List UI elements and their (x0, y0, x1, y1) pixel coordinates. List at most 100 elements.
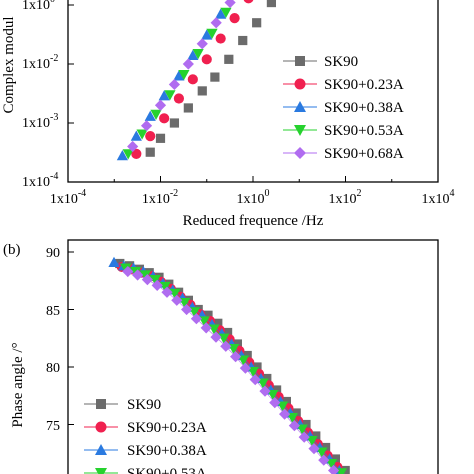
data-point (213, 318, 223, 328)
data-point (159, 113, 170, 124)
legend-marker-triangle-down (294, 125, 306, 136)
data-point (306, 436, 318, 447)
data-point (326, 459, 338, 470)
data-point (239, 362, 251, 374)
panel-b-y-tick-labels: 90 85 80 75 (46, 246, 60, 434)
data-point (252, 18, 262, 28)
panel-b-frame (67, 239, 439, 474)
data-point (220, 7, 232, 18)
data-point (158, 90, 170, 101)
data-point (136, 129, 148, 140)
legend-label: SK90+0.38A (127, 443, 207, 459)
data-point (316, 447, 328, 458)
data-point (288, 420, 300, 432)
data-point (144, 110, 156, 121)
y-tick-label: 80 (46, 361, 60, 376)
y-tick-label: 85 (46, 304, 60, 319)
data-point (139, 270, 151, 281)
data-point (173, 93, 185, 104)
data-point (277, 401, 289, 412)
data-point (187, 74, 198, 85)
data-point (215, 8, 227, 19)
data-point (178, 70, 190, 81)
data-point (161, 286, 173, 298)
data-point (269, 397, 281, 409)
data-point (247, 367, 259, 378)
data-point (259, 385, 271, 397)
x-tick-label: 1x10-2 (142, 188, 178, 207)
data-point (154, 99, 167, 111)
data-point (210, 72, 220, 82)
data-point (159, 281, 171, 293)
data-point (308, 443, 320, 455)
data-point (229, 12, 240, 24)
legend-label: SK90+0.23A (127, 420, 207, 436)
legend-label: SK90+0.53A (324, 123, 404, 139)
y-axis-label: Complex modul (1, 16, 17, 113)
panel-a-points (116, 0, 277, 161)
legend-label: SK90+0.23A (324, 77, 404, 93)
panel-a-x-tick-labels: 1x10-4 1x10-2 1x100 1x102 1x104 (50, 188, 455, 207)
data-point (122, 265, 134, 278)
panel-a-y-tick-labels: 1x10-4 1x10-3 1x10-2 1x100 (22, 0, 58, 190)
data-point (237, 355, 249, 366)
x-tick-label: 1x10-4 (50, 188, 86, 207)
data-point (182, 58, 194, 70)
data-point (215, 33, 226, 44)
legend-marker-square (96, 399, 106, 409)
data-point (196, 38, 208, 50)
data-point (145, 130, 156, 142)
data-point (257, 378, 269, 389)
legend-label: SK90+0.68A (324, 146, 404, 162)
data-point (220, 340, 232, 352)
data-point (169, 288, 181, 299)
y-tick-label: 1x10-3 (22, 112, 58, 131)
data-point (206, 28, 218, 40)
legend-marker-circle (95, 421, 107, 433)
legend-marker-square (295, 56, 305, 66)
data-point (187, 49, 199, 60)
panel-b-legend: SK90 SK90+0.23A SK90+0.38A SK90+0.53A (84, 397, 207, 474)
data-point (151, 279, 163, 291)
data-point (328, 464, 340, 474)
data-point (169, 118, 180, 128)
legend-marker-triangle-up (294, 101, 306, 112)
data-point (249, 374, 261, 386)
data-point (201, 29, 213, 40)
legend-label: SK90 (324, 54, 358, 70)
data-point (181, 303, 193, 316)
panel-b-ticks (68, 251, 74, 425)
data-point (279, 408, 291, 420)
data-point (173, 70, 185, 81)
x-tick-label: 1x102 (329, 188, 362, 207)
data-point (203, 310, 213, 320)
data-point (164, 90, 176, 101)
x-axis-label: Reduced frequence /Hz (183, 213, 324, 229)
legend-marker-triangle-up (95, 444, 107, 455)
data-point (200, 322, 212, 334)
data-point (266, 0, 277, 8)
data-point (131, 148, 142, 159)
data-point (192, 49, 204, 60)
data-point (130, 130, 142, 141)
legend-label: SK90+0.38A (324, 100, 404, 116)
data-point (108, 256, 120, 267)
data-point (318, 454, 330, 466)
data-point (132, 269, 144, 281)
data-point (190, 313, 202, 325)
panel-a-legend: SK90 SK90+0.23A SK90+0.38A SK90+0.53A SK… (283, 54, 404, 162)
panel-b: (b) 90 85 80 75 Phase angle /° SK90 SK90… (3, 239, 439, 474)
data-point (230, 351, 242, 363)
data-point (122, 149, 134, 160)
data-point (149, 275, 161, 286)
data-point (201, 54, 212, 65)
panel-a-ticks (67, 4, 439, 183)
data-point (210, 17, 222, 29)
data-point (243, 0, 254, 4)
data-point (155, 133, 166, 143)
data-point (145, 147, 155, 157)
panel-label: (b) (3, 242, 21, 258)
data-point (127, 140, 139, 153)
data-point (140, 120, 153, 132)
